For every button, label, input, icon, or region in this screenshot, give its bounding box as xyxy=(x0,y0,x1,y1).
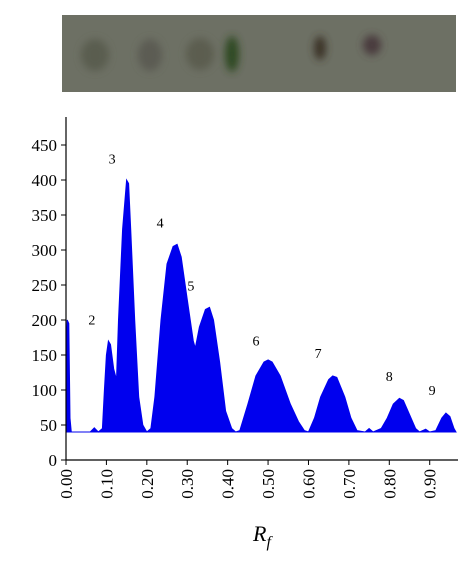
y-tick-label: 300 xyxy=(32,241,58,260)
y-tick-label: 200 xyxy=(32,311,58,330)
x-tick-label: 0.90 xyxy=(421,469,440,499)
peak-label: 5 xyxy=(187,280,194,295)
tlc-plate-photo xyxy=(62,15,456,92)
x-tick-label: 0.40 xyxy=(219,469,238,499)
peak-label: 4 xyxy=(157,217,164,232)
peak-label: 2 xyxy=(88,313,95,328)
x-tick-label: 0.50 xyxy=(259,469,278,499)
x-tick-label: 0.30 xyxy=(178,469,197,499)
x-tick-label: 0.10 xyxy=(97,469,116,499)
peak-label: 9 xyxy=(429,384,436,399)
y-tick-label: 450 xyxy=(32,136,58,155)
x-tick-label: 0.80 xyxy=(380,469,399,499)
y-tick-label: 250 xyxy=(32,276,58,295)
peak-label: 3 xyxy=(109,152,116,167)
x-axis-label-main: R xyxy=(252,521,267,546)
plot-area: 0 50 100 150 200 250 300 350 400 450 0.00 0.10 0.20 0… xyxy=(32,117,458,499)
x-tick-label: 0.60 xyxy=(299,469,318,499)
peak-label: 8 xyxy=(386,370,393,385)
y-tick-label: 350 xyxy=(32,206,58,225)
x-axis-label-sub: f xyxy=(267,534,274,551)
y-tick-label: 100 xyxy=(32,381,58,400)
peak-label: 6 xyxy=(252,334,259,349)
y-tick-label: 150 xyxy=(32,346,58,365)
x-tick-label: 0.20 xyxy=(138,469,157,499)
x-tick-label: 0.00 xyxy=(57,469,76,499)
x-axis-label: Rf xyxy=(252,521,273,551)
x-tick-label: 0.70 xyxy=(340,469,359,499)
area xyxy=(65,178,457,433)
y-tick-label: 0 xyxy=(49,451,58,470)
y-tick-label: 400 xyxy=(32,171,58,190)
y-tick-label: 50 xyxy=(40,416,57,435)
peak-label: 7 xyxy=(315,347,322,362)
